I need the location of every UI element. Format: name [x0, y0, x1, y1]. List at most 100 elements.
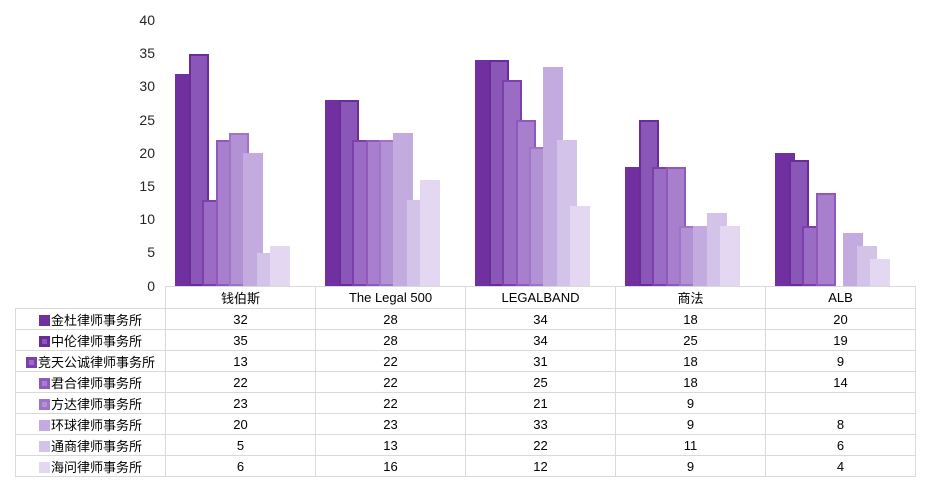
- y-axis-tick-label: 0: [147, 277, 155, 294]
- value-cell: [765, 392, 916, 414]
- value-cell: 16: [315, 455, 466, 477]
- series-name: 海问律师事务所: [50, 459, 142, 475]
- bar-海问律师事务所-The Legal 500: [420, 180, 441, 286]
- bar-海问律师事务所-商法: [720, 226, 741, 286]
- value-cell: 28: [315, 308, 466, 330]
- bar-海问律师事务所-ALB: [870, 259, 891, 286]
- table-row-环球律师事务所: 环球律师事务所 20 23 33 9 8: [15, 413, 916, 435]
- table-row-海问律师事务所: 海问律师事务所 6 16 12 9 4: [15, 455, 916, 477]
- series-name: 中伦律师事务所: [50, 333, 142, 349]
- row-label-cell: 海问律师事务所: [15, 455, 166, 477]
- table-row-金杜律师事务所: 金杜律师事务所 32 28 34 18 20: [15, 308, 916, 330]
- value-cell: 19: [765, 329, 916, 351]
- bar-环球律师事务所-钱伯斯: [243, 153, 263, 286]
- table-row-中伦律师事务所: 中伦律师事务所 35 28 34 25 19: [15, 329, 916, 351]
- data-table: 钱伯斯 The Legal 500 LEGALBAND 商法 ALB 金杜律师事务所 32 2…: [15, 286, 916, 477]
- y-axis-tick-label: 10: [139, 211, 155, 228]
- value-cell: 33: [465, 413, 616, 435]
- table-row-君合律师事务所: 君合律师事务所 22 22 25 18 14: [15, 371, 916, 393]
- bar-group-The Legal 500: [315, 20, 465, 286]
- y-axis-tick-label: 40: [139, 12, 155, 28]
- row-label-cell: 通商律师事务所: [15, 434, 166, 456]
- value-cell: 13: [165, 350, 316, 372]
- table-header-钱伯斯: 钱伯斯: [165, 286, 316, 309]
- value-cell: 22: [315, 392, 466, 414]
- value-cell: 28: [315, 329, 466, 351]
- table-corner-cell: [15, 286, 166, 309]
- legend-swatch-icon: [38, 377, 50, 389]
- value-cell: 32: [165, 308, 316, 330]
- value-cell: 18: [615, 371, 766, 393]
- value-cell: 22: [315, 371, 466, 393]
- legend-swatch-icon: [38, 314, 50, 326]
- value-cell: 5: [165, 434, 316, 456]
- bar-group-LEGALBAND: [465, 20, 615, 286]
- y-axis-tick-label: 30: [139, 78, 155, 95]
- y-axis-tick-label: 25: [139, 111, 155, 128]
- value-cell: 9: [615, 455, 766, 477]
- series-name: 金杜律师事务所: [50, 312, 142, 328]
- value-cell: 6: [765, 434, 916, 456]
- value-cell: 22: [315, 350, 466, 372]
- series-name: 环球律师事务所: [50, 417, 142, 433]
- value-cell: 25: [465, 371, 616, 393]
- series-name: 方达律师事务所: [50, 396, 142, 412]
- y-axis-tick-label: 35: [139, 45, 155, 62]
- row-label-cell: 方达律师事务所: [15, 392, 166, 414]
- row-label-cell: 中伦律师事务所: [15, 329, 166, 351]
- plot-area: [165, 20, 915, 286]
- legend-swatch-icon: [38, 440, 50, 452]
- value-cell: 18: [615, 308, 766, 330]
- table-row-通商律师事务所: 通商律师事务所 5 13 22 11 6: [15, 434, 916, 456]
- value-cell: 14: [765, 371, 916, 393]
- row-label-cell: 环球律师事务所: [15, 413, 166, 435]
- y-axis-tick-label: 20: [139, 144, 155, 161]
- value-cell: 8: [765, 413, 916, 435]
- value-cell: 9: [765, 350, 916, 372]
- row-label-cell: 君合律师事务所: [15, 371, 166, 393]
- value-cell: 18: [615, 350, 766, 372]
- bar-海问律师事务所-LEGALBAND: [570, 206, 591, 286]
- series-name: 竞天公诚律师事务所: [37, 354, 155, 370]
- y-axis-tick-label: 5: [147, 244, 155, 261]
- value-cell: 20: [165, 413, 316, 435]
- value-cell: 35: [165, 329, 316, 351]
- series-name: 通商律师事务所: [50, 438, 142, 454]
- value-cell: 25: [615, 329, 766, 351]
- table-header-The Legal 500: The Legal 500: [315, 286, 466, 309]
- table-header-LEGALBAND: LEGALBAND: [465, 286, 616, 309]
- table-row-方达律师事务所: 方达律师事务所 23 22 21 9: [15, 392, 916, 414]
- row-label-cell: 金杜律师事务所: [15, 308, 166, 330]
- table-header-ALB: ALB: [765, 286, 916, 309]
- bar-海问律师事务所-钱伯斯: [270, 246, 291, 286]
- value-cell: 23: [165, 392, 316, 414]
- legend-swatch-icon: [38, 419, 50, 431]
- y-axis-tick-label: 15: [139, 177, 155, 194]
- row-label-cell: 竞天公诚律师事务所: [15, 350, 166, 372]
- value-cell: 4: [765, 455, 916, 477]
- table-header-商法: 商法: [615, 286, 766, 309]
- value-cell: 21: [465, 392, 616, 414]
- value-cell: 12: [465, 455, 616, 477]
- bar-group-商法: [615, 20, 765, 286]
- value-cell: 22: [465, 434, 616, 456]
- value-cell: 13: [315, 434, 466, 456]
- value-cell: 23: [315, 413, 466, 435]
- value-cell: 20: [765, 308, 916, 330]
- bar-君合律师事务所-ALB: [815, 193, 836, 286]
- y-axis: 0 5 10 15 20 25 30 35 40: [0, 0, 155, 294]
- legend-swatch-icon: [38, 461, 50, 473]
- value-cell: 34: [465, 308, 616, 330]
- series-name: 君合律师事务所: [50, 375, 142, 391]
- bar-group-钱伯斯: [165, 20, 315, 286]
- value-cell: 6: [165, 455, 316, 477]
- value-cell: 9: [615, 392, 766, 414]
- table-row-竞天公诚律师事务所: 竞天公诚律师事务所 13 22 31 18 9: [15, 350, 916, 372]
- value-cell: 34: [465, 329, 616, 351]
- value-cell: 11: [615, 434, 766, 456]
- legend-swatch-icon: [38, 398, 50, 410]
- legend-swatch-icon: [25, 356, 37, 368]
- value-cell: 31: [465, 350, 616, 372]
- value-cell: 9: [615, 413, 766, 435]
